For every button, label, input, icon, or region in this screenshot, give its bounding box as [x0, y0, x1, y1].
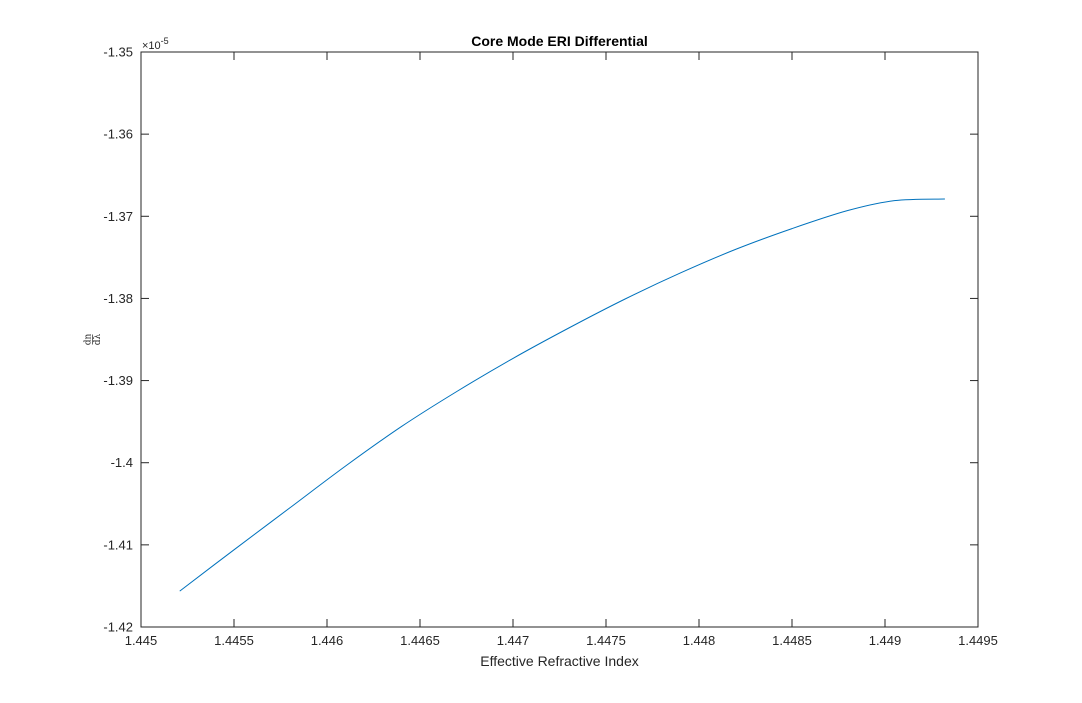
plot-area [141, 52, 978, 627]
y-tick-label: -1.35 [103, 45, 133, 60]
x-tick-label: 1.449 [869, 633, 902, 648]
x-tick-label: 1.447 [497, 633, 530, 648]
series-layer [179, 198, 946, 592]
x-tick-label: 1.446 [311, 633, 344, 648]
y-tick-label: -1.39 [103, 373, 133, 388]
axes-box [140, 51, 979, 628]
y-exponent-prefix: ×10 [142, 40, 161, 52]
y-tick-label: -1.42 [103, 620, 133, 635]
y-tick-label: -1.38 [103, 291, 133, 306]
x-tick-label: 1.4465 [400, 633, 440, 648]
x-tick-label: 1.4455 [214, 633, 254, 648]
x-tick-label: 1.4495 [958, 633, 998, 648]
series-line [179, 198, 946, 592]
y-tick-label: -1.36 [103, 127, 133, 142]
y-exponent-power: -5 [161, 36, 169, 46]
y-axis-label: dn dλ [84, 333, 104, 345]
tick-layer: 1.445 1.4455 1.446 1.4465 1.447 1.4475 1.448 1.… [103, 45, 998, 649]
y-axis-label-denominator: dλ [93, 333, 103, 345]
y-axis-label-numerator: dn [84, 334, 94, 346]
y-tick-label: -1.41 [103, 537, 133, 552]
x-tick-label: 1.445 [125, 633, 158, 648]
x-axis-label: Effective Refractive Index [480, 653, 638, 669]
y-exponent-label: ×10-5 [142, 36, 169, 52]
x-tick-label: 1.4485 [772, 633, 812, 648]
x-tick-label: 1.4475 [586, 633, 626, 648]
x-tick-label: 1.448 [683, 633, 716, 648]
chart-title: Core Mode ERI Differential [471, 33, 648, 49]
y-tick-label: -1.4 [111, 455, 133, 470]
y-tick-label: -1.37 [103, 209, 133, 224]
